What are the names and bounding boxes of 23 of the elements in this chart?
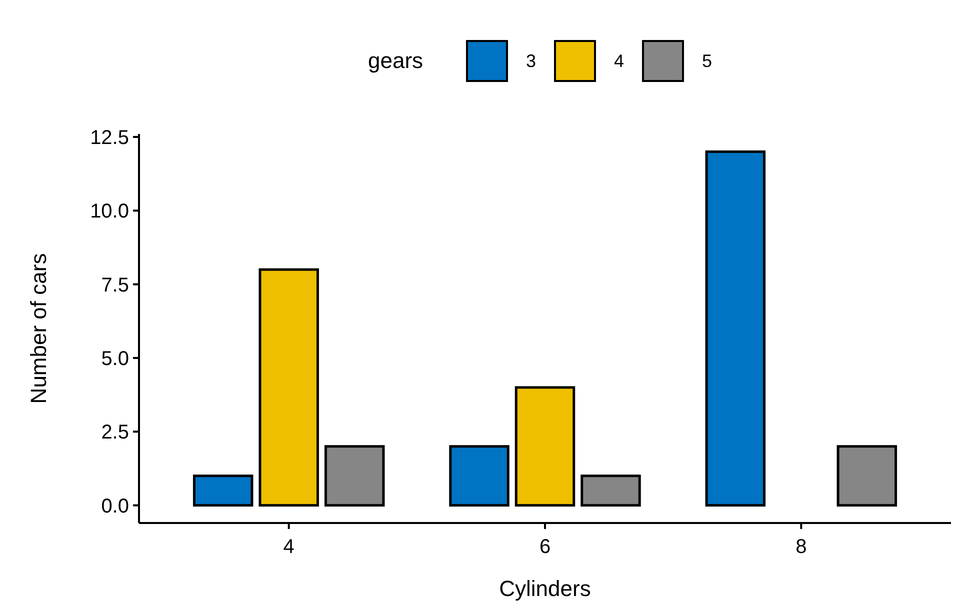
bar <box>192 474 254 507</box>
x-axis-title: Cylinders <box>499 576 591 601</box>
y-tick-label: 10.0 <box>90 200 129 223</box>
y-tick-label: 5.0 <box>101 348 129 370</box>
legend-label: 5 <box>702 51 712 71</box>
legend-label: 3 <box>526 51 536 71</box>
bar <box>705 150 766 507</box>
x-tick-label: 6 <box>539 536 551 558</box>
bar <box>258 268 319 507</box>
bar <box>836 445 898 507</box>
y-tick-label: 7.5 <box>101 274 129 296</box>
bar <box>580 474 641 507</box>
bar <box>514 386 576 507</box>
x-tick-label: 8 <box>796 536 807 558</box>
y-tick-label: 2.5 <box>101 422 129 444</box>
y-tick-label: 12.5 <box>90 126 129 149</box>
x-tick-label: 4 <box>283 536 294 558</box>
legend-label: 4 <box>614 51 624 71</box>
bar <box>324 445 385 507</box>
y-axis-title: Number of cars <box>26 253 51 404</box>
y-tick-label: 0.0 <box>101 495 129 518</box>
bar <box>449 445 510 507</box>
legend-title: gears <box>368 48 424 73</box>
